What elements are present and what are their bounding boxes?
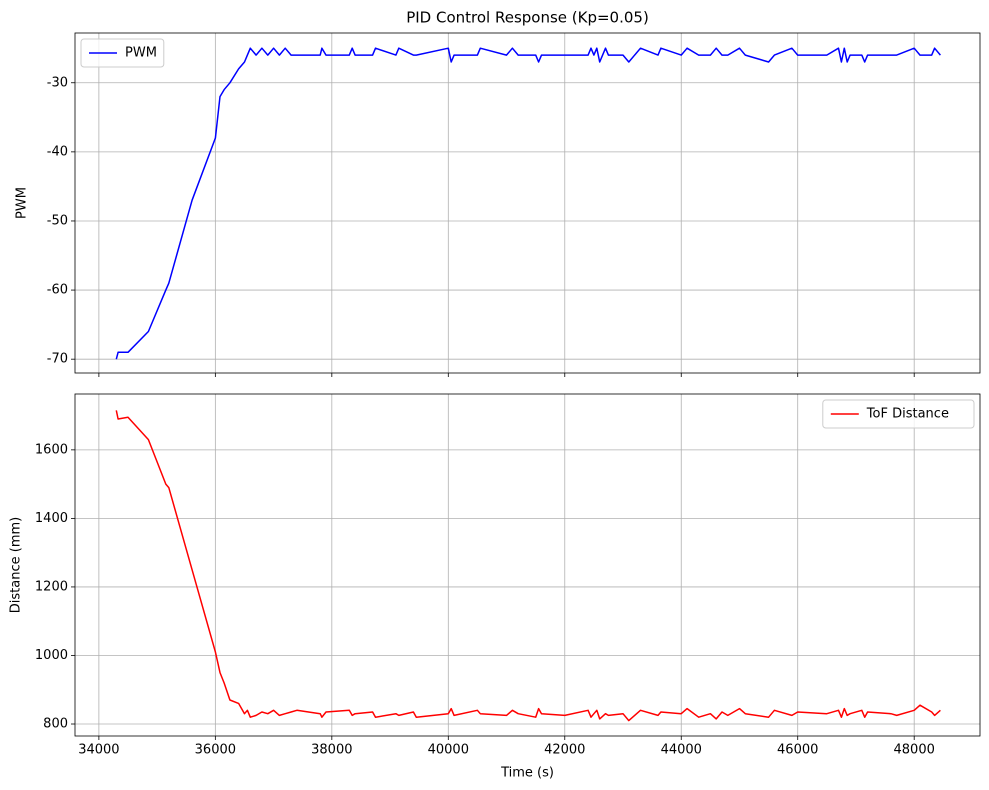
y-tick-label: -70	[47, 352, 68, 367]
legend-box	[80, 38, 165, 68]
x-tick-label: 46000	[777, 743, 818, 758]
y-tick-label: 1200	[35, 579, 68, 594]
y-tick-label: -40	[47, 144, 68, 159]
x-tick-label: 34000	[78, 743, 119, 758]
y-axis-label: PWM	[15, 187, 30, 219]
y-tick-label: 1400	[35, 511, 68, 526]
x-axis-label: Time (s)	[500, 766, 554, 781]
axes-frame	[74, 393, 981, 737]
y-tick-label: -60	[47, 283, 68, 298]
x-tick-label: 42000	[544, 743, 585, 758]
chart-title: PID Control Response (Kp=0.05)	[406, 9, 649, 27]
y-tick-label: 800	[43, 717, 68, 732]
legend-box	[822, 399, 975, 429]
data-line	[115, 410, 941, 722]
legend-label: ToF Distance	[866, 407, 949, 422]
data-line	[115, 47, 941, 360]
x-tick-label: 44000	[661, 743, 702, 758]
x-tick-label: 36000	[195, 743, 236, 758]
y-tick-label: -30	[47, 75, 68, 90]
legend-label: PWM	[125, 46, 157, 61]
y-tick-label: 1600	[35, 442, 68, 457]
x-tick-label: 38000	[311, 743, 352, 758]
x-tick-label: 48000	[894, 743, 935, 758]
y-tick-label: 1000	[35, 648, 68, 663]
x-tick-label: 40000	[428, 743, 469, 758]
y-tick-label: -50	[47, 213, 68, 228]
axes-frame	[74, 32, 981, 374]
y-axis-label: Distance (mm)	[9, 517, 24, 613]
